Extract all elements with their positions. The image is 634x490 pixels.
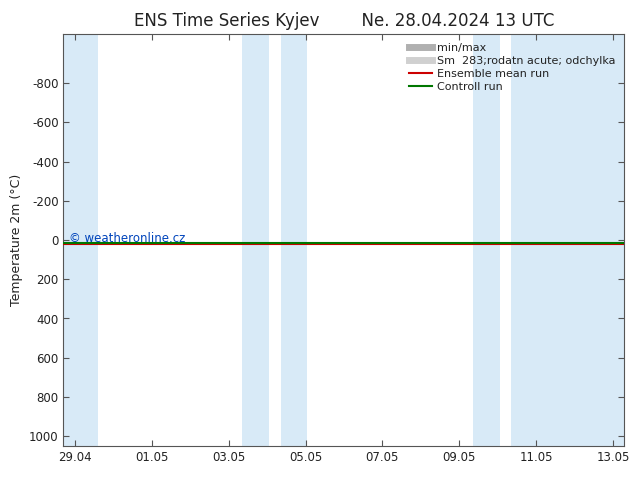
Bar bbox=[511, 34, 624, 446]
Title: ENS Time Series Kyjev        Ne. 28.04.2024 13 UTC: ENS Time Series Kyjev Ne. 28.04.2024 13 … bbox=[134, 12, 554, 30]
Bar bbox=[63, 34, 98, 446]
Bar bbox=[280, 34, 307, 446]
Bar bbox=[473, 34, 500, 446]
Y-axis label: Temperature 2m (°C): Temperature 2m (°C) bbox=[10, 174, 23, 306]
Bar bbox=[242, 34, 269, 446]
Legend: min/max, Sm  283;rodatn acute; odchylka, Ensemble mean run, Controll run: min/max, Sm 283;rodatn acute; odchylka, … bbox=[406, 40, 619, 95]
Text: © weatheronline.cz: © weatheronline.cz bbox=[69, 232, 185, 245]
